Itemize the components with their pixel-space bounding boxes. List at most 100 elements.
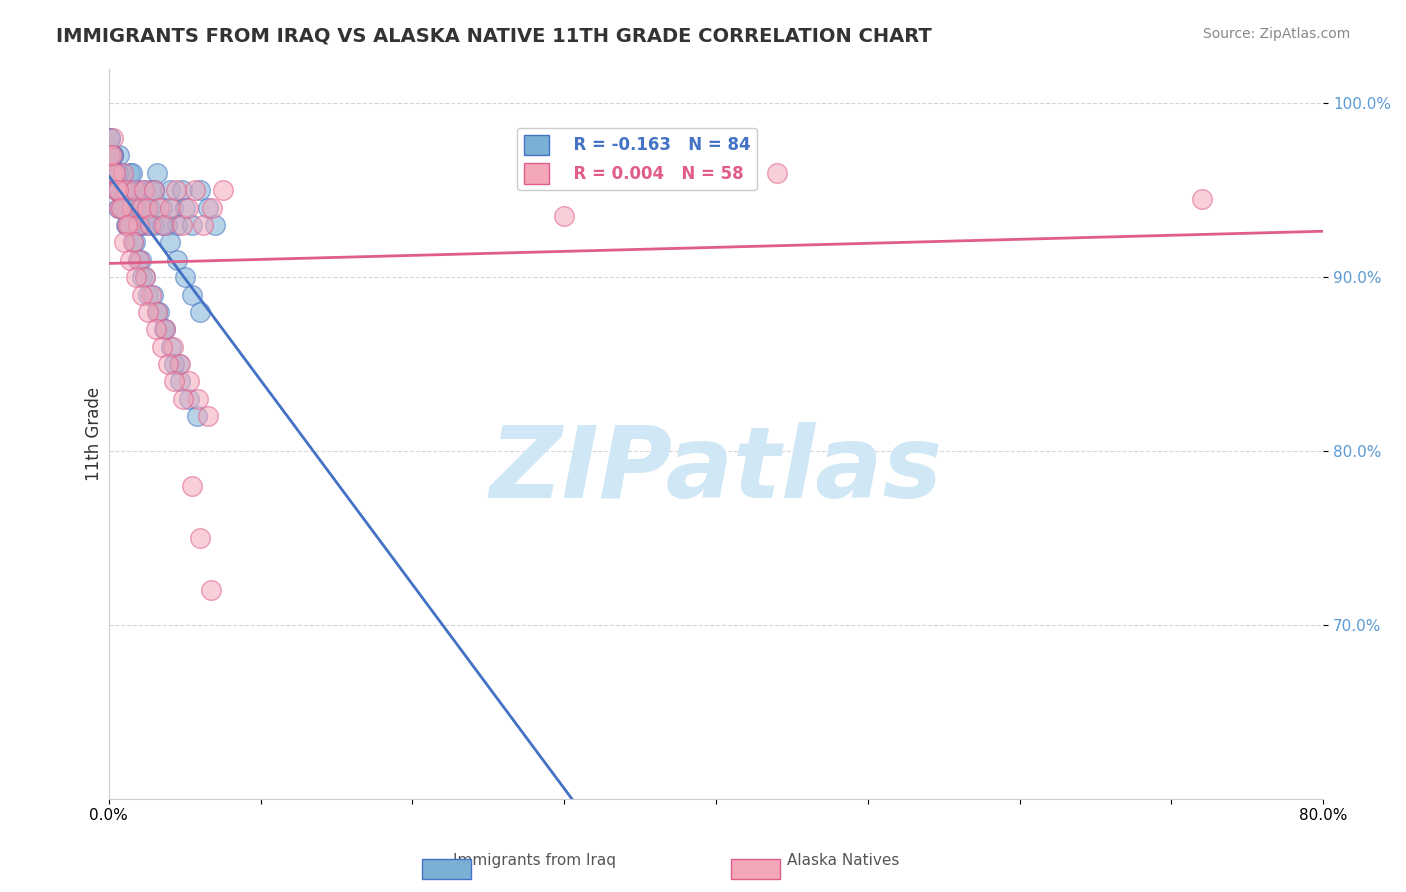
Point <box>188 531 211 545</box>
Point <box>115 218 138 232</box>
Point <box>103 166 125 180</box>
Point <box>204 218 226 232</box>
Text: Immigrants from Iraq: Immigrants from Iraq <box>453 854 616 868</box>
Point <box>765 166 787 180</box>
Point <box>103 148 125 162</box>
Point <box>108 201 131 215</box>
Point <box>117 218 139 232</box>
Text: Alaska Natives: Alaska Natives <box>787 854 900 868</box>
Point <box>136 305 159 319</box>
Point <box>128 201 150 215</box>
Point <box>188 183 211 197</box>
Point <box>200 583 222 598</box>
Point <box>103 131 125 145</box>
Point <box>101 148 124 162</box>
Point <box>150 218 173 232</box>
Text: Source: ZipAtlas.com: Source: ZipAtlas.com <box>1202 27 1350 41</box>
Point <box>181 479 204 493</box>
Point <box>129 218 152 232</box>
Point <box>148 305 170 319</box>
Point <box>125 270 148 285</box>
Point <box>187 392 209 406</box>
Point <box>153 322 176 336</box>
Point <box>146 305 169 319</box>
Point <box>101 166 124 180</box>
Point <box>166 252 188 267</box>
Point <box>162 201 184 215</box>
Point <box>142 287 165 301</box>
Point <box>135 201 157 215</box>
Point <box>143 183 166 197</box>
Point <box>111 183 134 197</box>
Point <box>1191 192 1213 206</box>
Point <box>169 357 191 371</box>
Point <box>167 357 190 371</box>
Point <box>105 166 128 180</box>
Point <box>114 183 136 197</box>
Point <box>145 322 167 336</box>
Point <box>104 166 127 180</box>
Point <box>134 270 156 285</box>
Point <box>129 252 152 267</box>
Point <box>186 409 208 424</box>
Point <box>128 218 150 232</box>
Point <box>112 201 135 215</box>
Point <box>163 357 186 371</box>
Point <box>127 218 149 232</box>
Point <box>191 218 214 232</box>
Point <box>197 201 219 215</box>
Point <box>148 201 170 215</box>
Point <box>159 201 181 215</box>
Point <box>134 270 156 285</box>
Point <box>179 375 201 389</box>
Y-axis label: 11th Grade: 11th Grade <box>86 386 103 481</box>
Point <box>177 201 200 215</box>
Point <box>117 183 139 197</box>
Point <box>107 201 129 215</box>
Point <box>117 218 139 232</box>
Point <box>114 218 136 232</box>
Point <box>159 235 181 250</box>
Text: IMMIGRANTS FROM IRAQ VS ALASKA NATIVE 11TH GRADE CORRELATION CHART: IMMIGRANTS FROM IRAQ VS ALASKA NATIVE 11… <box>56 27 932 45</box>
Point <box>146 166 169 180</box>
Point <box>121 201 143 215</box>
Point <box>132 183 155 197</box>
Point <box>135 201 157 215</box>
Point <box>112 235 135 250</box>
Point <box>181 287 204 301</box>
Legend:   R = -0.163   N = 84,   R = 0.004   N = 58: R = -0.163 N = 84, R = 0.004 N = 58 <box>517 128 758 190</box>
Point <box>136 287 159 301</box>
Point <box>122 235 145 250</box>
Point <box>129 201 152 215</box>
Point <box>166 218 188 232</box>
Point <box>179 392 201 406</box>
Point <box>110 201 132 215</box>
Point <box>122 235 145 250</box>
Text: ZIPatlas: ZIPatlas <box>489 422 942 518</box>
Point <box>124 235 146 250</box>
Point <box>107 166 129 180</box>
Point <box>162 340 184 354</box>
Point <box>111 166 134 180</box>
Point <box>108 148 131 162</box>
Point <box>197 409 219 424</box>
Point <box>150 201 173 215</box>
Point <box>100 131 122 145</box>
Point <box>107 183 129 197</box>
Point <box>127 252 149 267</box>
Point <box>201 201 224 215</box>
Point <box>117 201 139 215</box>
Point <box>121 166 143 180</box>
Point <box>100 148 122 162</box>
Point <box>135 218 157 232</box>
Point <box>101 148 124 162</box>
Point <box>211 183 233 197</box>
Point <box>125 218 148 232</box>
Point <box>152 218 174 232</box>
Point <box>110 201 132 215</box>
Point <box>146 305 169 319</box>
Point <box>143 218 166 232</box>
Point <box>115 218 138 232</box>
Point <box>141 183 163 197</box>
Point <box>139 218 162 232</box>
